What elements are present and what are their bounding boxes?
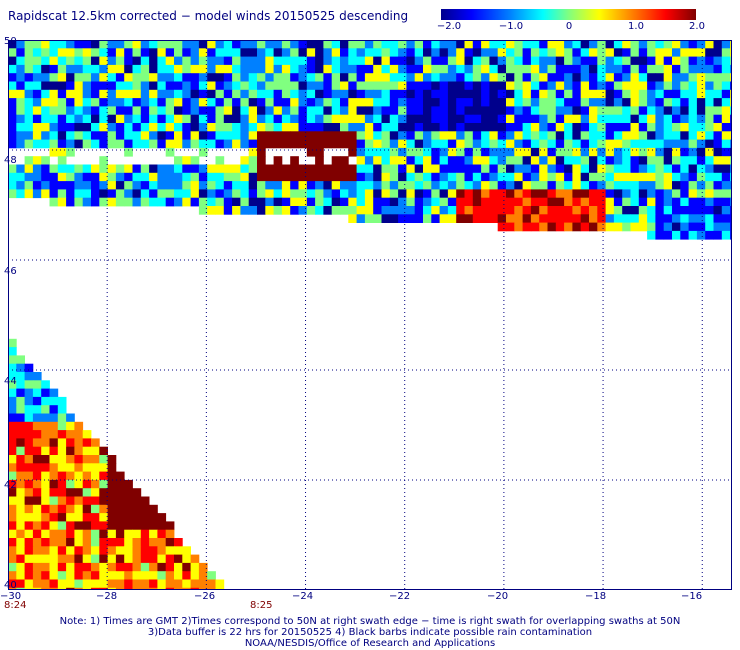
data-cells [8, 40, 732, 590]
y-tick-label: 48 [4, 155, 17, 166]
y-tick-label: 46 [4, 266, 17, 277]
colorbar-label: 0 [565, 21, 573, 32]
time-label: 8:24 [4, 600, 27, 611]
x-tick-label: −16 [681, 591, 703, 602]
time-label: 8:25 [250, 600, 273, 611]
colorbar-label: 1.0 [628, 21, 644, 32]
x-tick-label: −30 [0, 591, 22, 602]
x-tick-label: −24 [292, 591, 314, 602]
colorbar-label: −2.0 [436, 21, 462, 32]
footnote-line: Note: 1) Times are GMT 2)Times correspon… [59, 616, 681, 627]
footnote-line: NOAA/NESDIS/Office of Research and Appli… [244, 638, 496, 649]
y-tick-label: 50 [4, 36, 17, 47]
y-tick-label: 40 [4, 580, 17, 591]
x-tick-label: −18 [585, 591, 607, 602]
wind-difference-map [8, 40, 732, 590]
chart-title: Rapidscat 12.5km corrected − model winds… [8, 9, 409, 23]
footnote-line: 3)Data buffer is 22 hrs for 20150525 4) … [147, 627, 593, 638]
x-tick-label: −26 [194, 591, 216, 602]
x-tick-label: −28 [96, 591, 118, 602]
colorbar-label: −1.0 [498, 21, 524, 32]
colorbar-label: 2.0 [689, 21, 705, 32]
y-tick-label: 44 [4, 376, 17, 387]
colorbar [441, 9, 696, 20]
x-tick-label: −20 [487, 591, 509, 602]
y-tick-label: 42 [4, 480, 17, 491]
x-tick-label: −22 [389, 591, 411, 602]
